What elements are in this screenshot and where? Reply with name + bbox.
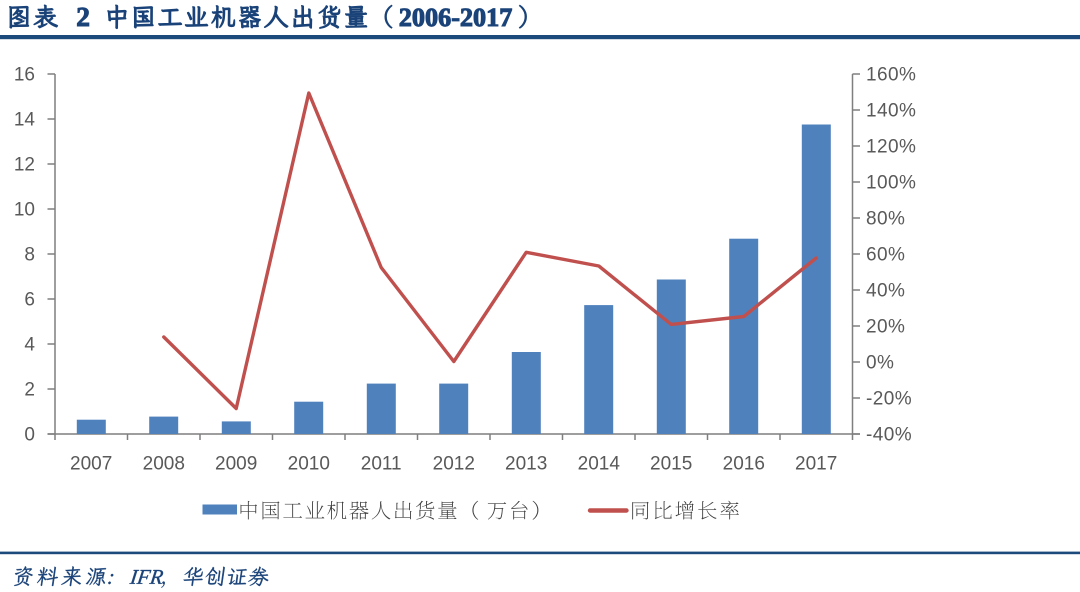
svg-text:2017: 2017 (795, 454, 837, 475)
svg-text:2: 2 (24, 380, 35, 401)
svg-text:120%: 120% (866, 137, 916, 158)
svg-text:-40%: -40% (866, 425, 912, 446)
svg-text:10: 10 (14, 200, 35, 221)
svg-text:2014: 2014 (578, 454, 621, 475)
svg-text:-20%: -20% (866, 389, 912, 410)
svg-text:100%: 100% (866, 173, 916, 194)
svg-text:4: 4 (24, 335, 35, 356)
svg-text:12: 12 (14, 155, 35, 176)
svg-text:14: 14 (14, 110, 36, 131)
svg-text:2013: 2013 (505, 454, 547, 475)
svg-text:2016: 2016 (723, 454, 765, 475)
svg-text:2008: 2008 (143, 454, 185, 475)
svg-text:80%: 80% (866, 209, 905, 230)
svg-text:40%: 40% (866, 281, 905, 302)
svg-text:2010: 2010 (288, 454, 330, 475)
svg-text:2012: 2012 (433, 454, 475, 475)
svg-text:2007: 2007 (70, 454, 112, 475)
svg-text:60%: 60% (866, 245, 905, 266)
svg-text:0%: 0% (866, 353, 894, 374)
svg-text:20%: 20% (866, 317, 905, 338)
svg-text:2009: 2009 (215, 454, 257, 475)
svg-text:0: 0 (24, 425, 35, 446)
svg-text:16: 16 (14, 65, 35, 86)
svg-text:160%: 160% (866, 65, 916, 86)
svg-text:2011: 2011 (361, 454, 402, 475)
svg-text:8: 8 (24, 245, 35, 266)
svg-text:2015: 2015 (650, 454, 692, 475)
svg-text:6: 6 (24, 290, 35, 311)
svg-text:140%: 140% (866, 101, 916, 122)
